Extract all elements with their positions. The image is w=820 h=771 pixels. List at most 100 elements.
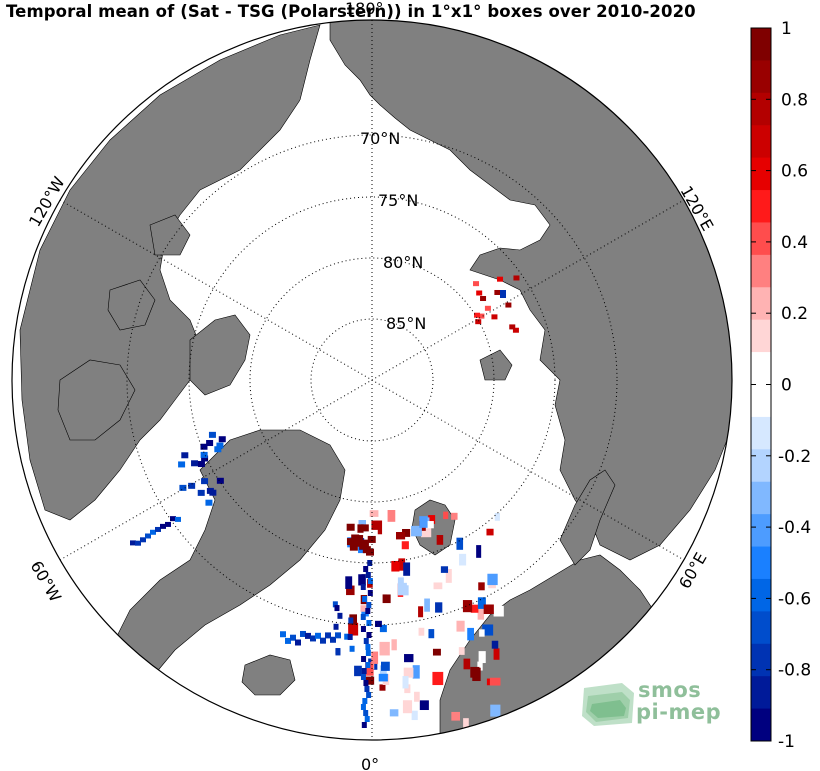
data-cell xyxy=(476,545,482,558)
data-cell xyxy=(363,676,375,685)
data-cell xyxy=(206,487,214,494)
data-cell xyxy=(361,668,367,674)
data-cell xyxy=(475,319,482,325)
data-cell xyxy=(497,276,504,282)
data-cell xyxy=(335,649,341,656)
data-cell xyxy=(334,605,340,612)
data-cell xyxy=(366,632,372,638)
data-cell xyxy=(361,610,369,617)
data-cell xyxy=(381,661,390,671)
data-cell xyxy=(402,676,409,689)
data-cell xyxy=(363,710,369,716)
data-cell xyxy=(418,627,425,636)
data-cell xyxy=(351,534,360,542)
data-cell xyxy=(490,704,501,717)
data-cell xyxy=(344,633,350,640)
data-cell xyxy=(201,455,209,462)
data-cell xyxy=(285,637,291,644)
data-cell xyxy=(470,666,480,678)
data-cell xyxy=(451,512,458,520)
data-cell xyxy=(435,602,443,613)
data-cell xyxy=(494,289,501,295)
data-cell xyxy=(391,639,397,651)
data-cell xyxy=(360,614,366,620)
data-cell xyxy=(432,671,444,686)
lat-circle-75 xyxy=(188,196,556,564)
data-cell xyxy=(360,674,366,680)
data-cell xyxy=(345,576,353,589)
data-cell xyxy=(379,624,387,633)
data-cell xyxy=(349,543,358,551)
data-cell xyxy=(155,526,161,532)
lat-label-70: 70°N xyxy=(360,129,400,148)
lat-circle-80 xyxy=(249,257,495,503)
data-cell xyxy=(366,620,372,626)
data-cell xyxy=(389,709,399,717)
data-cell xyxy=(412,665,420,679)
data-cell xyxy=(418,606,424,618)
data-cells xyxy=(130,275,520,728)
data-cell xyxy=(478,651,486,664)
data-cell xyxy=(365,650,371,656)
data-cell xyxy=(348,622,359,636)
data-cell xyxy=(191,460,199,467)
land-ellesmere xyxy=(189,314,251,396)
data-cell xyxy=(487,573,498,586)
data-cell xyxy=(395,532,406,540)
data-cell xyxy=(428,515,436,524)
land-island-b xyxy=(149,214,191,256)
data-cell xyxy=(403,562,411,576)
data-cell xyxy=(369,541,376,550)
data-cell xyxy=(477,661,483,671)
data-cell xyxy=(432,648,441,656)
data-cell xyxy=(300,630,306,637)
lat-label-85: 85°N xyxy=(386,314,426,333)
data-cell xyxy=(367,578,373,584)
data-cell xyxy=(458,647,465,655)
data-cell xyxy=(445,568,452,583)
lon-label-180: 180° xyxy=(345,0,384,18)
data-cell xyxy=(440,566,449,573)
data-cell xyxy=(470,604,479,613)
data-cell xyxy=(290,634,296,641)
data-cell xyxy=(361,656,367,662)
meridian-60w-120e xyxy=(59,199,685,561)
data-cell xyxy=(295,639,301,646)
data-cell xyxy=(379,665,387,679)
data-cell xyxy=(365,662,374,676)
data-cell xyxy=(493,605,504,617)
data-cell xyxy=(379,684,386,691)
data-cell xyxy=(489,677,501,686)
data-cell xyxy=(360,584,366,590)
data-cell xyxy=(357,524,364,533)
land-iceland xyxy=(241,654,296,696)
data-cell xyxy=(462,600,473,613)
data-cell xyxy=(330,636,336,643)
data-cell xyxy=(494,512,500,521)
data-cell xyxy=(179,484,187,491)
data-cell xyxy=(397,582,409,596)
data-cell xyxy=(366,602,372,608)
data-cell xyxy=(305,632,311,639)
data-cell xyxy=(419,516,428,528)
data-cell xyxy=(361,722,367,728)
data-cell xyxy=(364,716,370,722)
data-cell xyxy=(181,452,189,459)
data-cell xyxy=(135,540,141,546)
data-cell xyxy=(403,667,414,678)
land-island-c xyxy=(479,349,513,381)
data-cell xyxy=(367,535,376,543)
data-cell xyxy=(451,711,460,721)
data-cell xyxy=(333,623,339,630)
data-cell xyxy=(433,582,443,590)
data-cell xyxy=(358,574,366,586)
data-cell xyxy=(363,566,369,572)
data-cell xyxy=(335,632,341,639)
data-cell xyxy=(411,710,418,721)
data-cell xyxy=(365,608,371,614)
data-cell xyxy=(145,533,151,539)
data-cell xyxy=(200,451,208,458)
data-cell xyxy=(325,632,331,639)
data-cell xyxy=(474,312,481,318)
data-cell xyxy=(362,596,368,602)
